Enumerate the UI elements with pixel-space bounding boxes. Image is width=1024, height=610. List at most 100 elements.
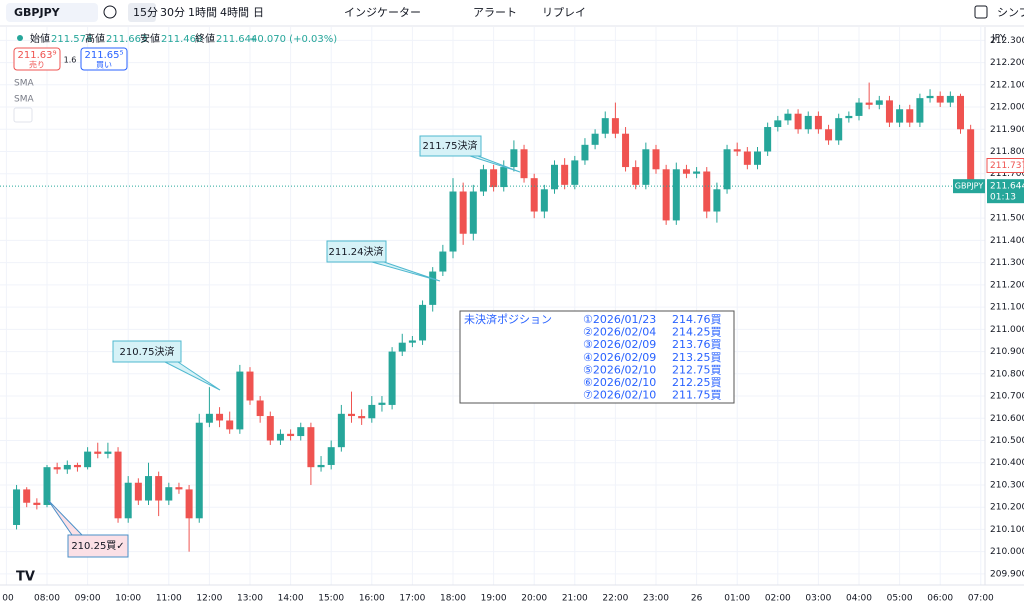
candle-body — [896, 109, 904, 123]
position-price: 213.25買 — [672, 351, 722, 364]
x-tick-label: 15:00 — [318, 594, 344, 604]
indicator-name[interactable]: SMA — [14, 95, 34, 105]
x-tick-label: 11:00 — [156, 594, 182, 604]
axis-unit: JPY — [991, 34, 1006, 44]
candle-body — [216, 413, 224, 421]
symbol-search[interactable] — [6, 3, 98, 22]
candle-body — [520, 149, 528, 179]
x-tick-label: 12:00 — [196, 594, 222, 604]
x-tick-label: 08:00 — [34, 594, 60, 604]
sell-label[interactable]: 売り — [29, 60, 45, 70]
x-tick-label: 16:00 — [359, 594, 385, 604]
buy-button[interactable] — [80, 47, 128, 71]
candle-body — [469, 191, 477, 234]
candle-body — [682, 169, 690, 174]
candle-body — [906, 109, 914, 123]
candle-body — [926, 95, 934, 99]
x-tick-label: 18:00 — [440, 594, 466, 604]
legend-label: 始値 — [30, 32, 50, 45]
position-price: 214.25買 — [672, 326, 722, 339]
candle-body — [530, 178, 538, 212]
x-tick-label: 07:00 — [968, 594, 994, 604]
candle-body — [652, 149, 660, 170]
y-tick-label: 210.800 — [990, 369, 1024, 379]
candle-body — [327, 447, 335, 465]
position-price: 211.75買 — [672, 389, 722, 402]
position-date: ⑥2026/02/10 — [583, 376, 656, 389]
x-tick-label: 06:00 — [927, 594, 953, 604]
candle-body — [13, 489, 21, 525]
alert-button[interactable]: アラート — [473, 6, 517, 19]
candle-body — [297, 427, 305, 437]
position-title: 未決済ポジション — [464, 312, 552, 326]
replay-button[interactable]: リプレイ — [542, 6, 586, 19]
candle-body — [490, 169, 498, 188]
indicators-button[interactable]: インジケーター — [344, 6, 421, 19]
grid — [0, 27, 985, 585]
x-tick-label: 04:00 — [846, 594, 872, 604]
marker-price-bg — [986, 157, 1024, 173]
legend-value: 211.663 — [106, 34, 147, 45]
sell-price[interactable]: 211.63⁹ — [18, 50, 57, 61]
x-tick-label: 03:00 — [805, 594, 831, 604]
candle-body — [885, 100, 893, 123]
candle-body — [175, 487, 183, 490]
position-rows: ①2026/01/23 214.76買 ②2026/02/04 214.25買 ③202… — [583, 313, 722, 402]
candle-body — [672, 169, 680, 221]
interval[interactable]: 15分 — [133, 6, 158, 19]
candle-body — [246, 371, 254, 401]
x-tick-label: 10:00 — [115, 594, 141, 604]
position-date: ③2026/02/09 — [583, 338, 656, 351]
candle-body — [23, 489, 31, 503]
compare-button[interactable] — [103, 5, 117, 19]
sell-button[interactable] — [13, 47, 61, 71]
collapse-button[interactable] — [13, 107, 33, 123]
x-tick-label: 14:00 — [278, 594, 304, 604]
candle-body — [957, 95, 964, 130]
buy-label[interactable]: 買い — [96, 61, 112, 70]
x-tick-label: 20:00 — [521, 594, 547, 604]
candle-body — [317, 464, 325, 468]
position-price: 213.76買 — [672, 338, 722, 351]
layout-button[interactable]: シンプ — [997, 6, 1024, 19]
candle-body — [551, 164, 558, 190]
candle-body — [165, 487, 173, 501]
interval-active — [128, 3, 156, 22]
legend-value: 211.644 — [216, 34, 257, 45]
y-tick-label: 212.200 — [990, 58, 1024, 68]
candle-body — [287, 433, 295, 437]
candle-body — [358, 416, 366, 419]
y-tick-label: 211.100 — [990, 303, 1024, 313]
x-tick-label: 13:00 — [237, 594, 263, 604]
candle-body — [63, 464, 71, 470]
y-tick-label: 211.000 — [990, 325, 1024, 335]
x-tick-label: 22:00 — [602, 594, 628, 604]
candle-body — [398, 342, 406, 352]
y-tick-label: 210.200 — [990, 503, 1024, 513]
candle-body — [967, 129, 975, 187]
candle-body — [205, 413, 213, 423]
checkbox[interactable] — [974, 5, 988, 19]
callout: 211.75決済 — [419, 135, 521, 173]
y-tick-label: 212.100 — [990, 80, 1024, 90]
interval[interactable]: 4時間 — [220, 6, 249, 19]
candle-body — [134, 482, 142, 501]
legend-label: 安値 — [140, 32, 160, 45]
indicator-name[interactable]: SMA — [14, 79, 34, 89]
candle-body — [855, 102, 863, 116]
candle-body — [814, 115, 822, 130]
candle-body — [510, 149, 518, 168]
callout: 210.75決済 — [112, 340, 221, 391]
buy-price[interactable]: 211.65⁵ — [85, 50, 124, 61]
candle-body — [713, 189, 721, 212]
interval[interactable]: 1時間 — [188, 6, 217, 19]
callout: 211.24決済 — [326, 240, 441, 282]
interval[interactable]: 30分 — [160, 6, 185, 19]
interval[interactable]: 日 — [253, 6, 264, 19]
candle-body — [33, 502, 41, 505]
symbol[interactable]: GBPJPY — [14, 6, 61, 19]
candle-body — [276, 433, 284, 441]
callout-label: 211.24決済 — [329, 245, 384, 258]
callout-label: 210.75決済 — [120, 345, 175, 358]
